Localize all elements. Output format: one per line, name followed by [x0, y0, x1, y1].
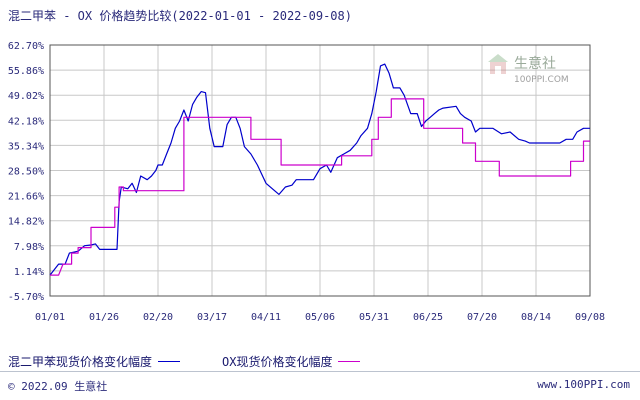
- legend-label-xylene: 混二甲苯现货价格变化幅度: [8, 355, 153, 369]
- x-tick-label: 01/01: [35, 312, 65, 323]
- y-tick-label: 49.02%: [8, 91, 44, 102]
- axes: [49, 44, 591, 297]
- x-tick-label: 05/06: [305, 312, 335, 323]
- y-tick-label: 7.98%: [14, 242, 44, 253]
- legend-item-xylene: 混二甲苯现货价格变化幅度: [8, 353, 181, 370]
- x-tick-label: 06/25: [413, 312, 443, 323]
- x-tick-label: 09/08: [575, 312, 605, 323]
- y-tick-label: 42.18%: [8, 116, 44, 127]
- y-tick-label: 1.14%: [14, 267, 44, 278]
- x-tick-label: 01/26: [89, 312, 119, 323]
- watermark-brand: 生意社: [514, 55, 556, 72]
- x-tick-label: 03/17: [197, 312, 227, 323]
- y-tick-label: -5.70%: [8, 292, 44, 303]
- watermark-site: 100PPI.COM: [514, 75, 569, 85]
- series-line-ox: [50, 98, 590, 276]
- series-line-xylene: [49, 63, 590, 276]
- x-tick-label: 08/14: [521, 312, 551, 323]
- series-lines: [49, 63, 590, 276]
- footer-link[interactable]: www.100PPI.com: [537, 378, 630, 391]
- x-tick-label: 07/20: [467, 312, 497, 323]
- y-tick-label: 55.86%: [8, 66, 44, 77]
- plot-frame: [49, 44, 591, 297]
- y-tick-label: 14.82%: [8, 217, 44, 228]
- house-logo-icon: [488, 54, 508, 74]
- y-tick-label: 21.66%: [8, 192, 44, 203]
- legend-swatch-xylene: [158, 361, 181, 362]
- y-tick-label: 28.50%: [8, 167, 44, 178]
- legend-swatch-ox: [338, 361, 361, 362]
- x-tick-label: 02/20: [143, 312, 173, 323]
- footer-copyright: © 2022.09 生意社: [8, 380, 108, 393]
- x-tick-label: 04/11: [251, 312, 281, 323]
- footer-divider: [0, 371, 640, 372]
- watermark: 生意社 100PPI.COM: [478, 52, 598, 88]
- legend-label-ox: OX现货价格变化幅度: [222, 355, 333, 369]
- chart-title: 混二甲苯 - OX 价格趋势比较(2022-01-01 - 2022-09-08…: [8, 9, 352, 23]
- y-tick-label: 62.70%: [8, 41, 44, 52]
- legend-item-ox: OX现货价格变化幅度: [222, 353, 361, 370]
- y-tick-label: 35.34%: [8, 141, 44, 152]
- tick-labels: 62.70% 55.86% 49.02% 42.18% 35.34% 28.50% 21.6…: [8, 41, 605, 323]
- x-tick-label: 05/31: [359, 312, 389, 323]
